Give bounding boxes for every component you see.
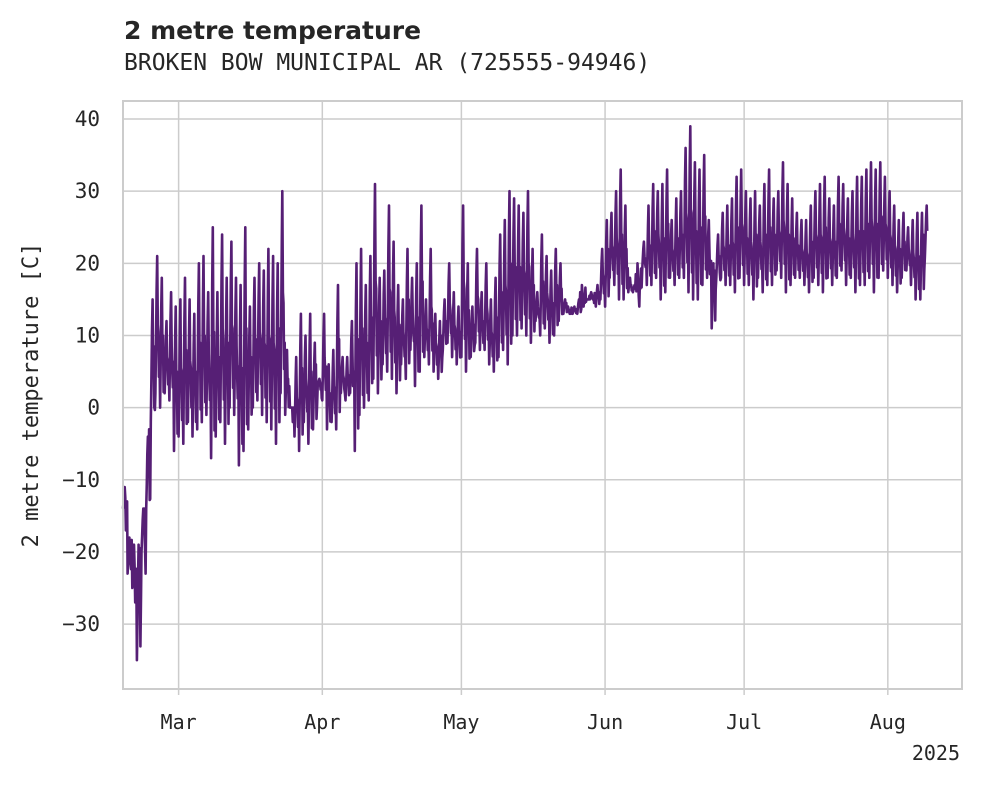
x-tick-label: Aug <box>870 710 906 734</box>
x-tick-label: Apr <box>304 710 340 734</box>
x-tick-label: Jul <box>726 710 762 734</box>
y-tick-label: 30 <box>75 179 100 203</box>
x-axis-ticks: Mar Apr May Jun Jul Aug <box>161 689 906 734</box>
y-tick-label: 20 <box>75 251 100 275</box>
y-axis-ticks: −30 −20 −10 0 10 20 30 40 <box>62 107 100 636</box>
y-tick-label: −30 <box>62 612 100 636</box>
x-tick-label: Mar <box>161 710 197 734</box>
y-tick-label: 10 <box>75 323 100 347</box>
plot-frame <box>122 100 963 690</box>
y-tick-label: 0 <box>87 396 100 420</box>
x-tick-label: May <box>443 710 479 734</box>
chart-subtitle: BROKEN BOW MUNICIPAL AR (725555-94946) <box>124 50 651 76</box>
y-tick-label: −10 <box>62 468 100 492</box>
temperature-series-line <box>121 125 929 662</box>
x-axis-offset-label: 2025 <box>912 741 960 765</box>
series-layer <box>121 125 929 662</box>
y-tick-label: 40 <box>75 107 100 131</box>
chart-title: 2 metre temperature <box>124 16 422 45</box>
y-tick-label: −20 <box>62 540 100 564</box>
x-tick-label: Jun <box>587 710 623 734</box>
y-axis-label: 2 metre temperature [C] <box>19 243 44 548</box>
